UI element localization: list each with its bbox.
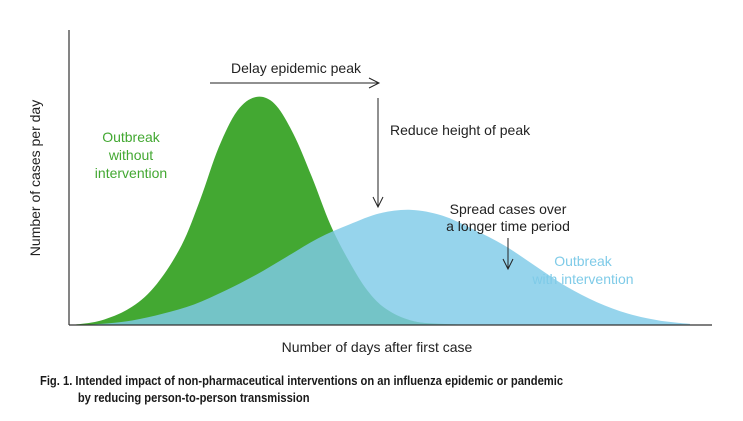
caption-line2: by reducing person-to-person transmissio… [77,390,310,405]
reduce-arrow-head [372,196,384,209]
area-series-with-intervention [70,209,690,325]
figure-caption: Fig. 1. Intended impact of non-pharmaceu… [40,372,633,406]
chart: Number of days after first case Number o… [27,30,712,355]
annotation-delay: Delay epidemic peak [231,60,362,76]
label-without-line1: Outbreak [102,129,161,145]
delay-arrow-head [368,77,381,89]
annotation-reduce: Reduce height of peak [390,122,531,138]
chart-areas [70,96,690,325]
label-with-line1: Outbreak [554,253,613,269]
annotation-spread-line2: a longer time period [446,218,570,234]
annotation-spread-line1: Spread cases over [450,201,567,217]
y-axis-label: Number of cases per day [27,100,43,256]
caption-line1: Fig. 1. Intended impact of non-pharmaceu… [40,373,564,388]
label-without-line3: intervention [95,165,167,181]
label-without-line2: without [108,147,153,163]
spread-arrow-head [502,258,514,271]
x-axis-label: Number of days after first case [282,339,473,355]
area-series-without-intervention [70,96,504,325]
label-with-line2: with intervention [531,271,633,287]
